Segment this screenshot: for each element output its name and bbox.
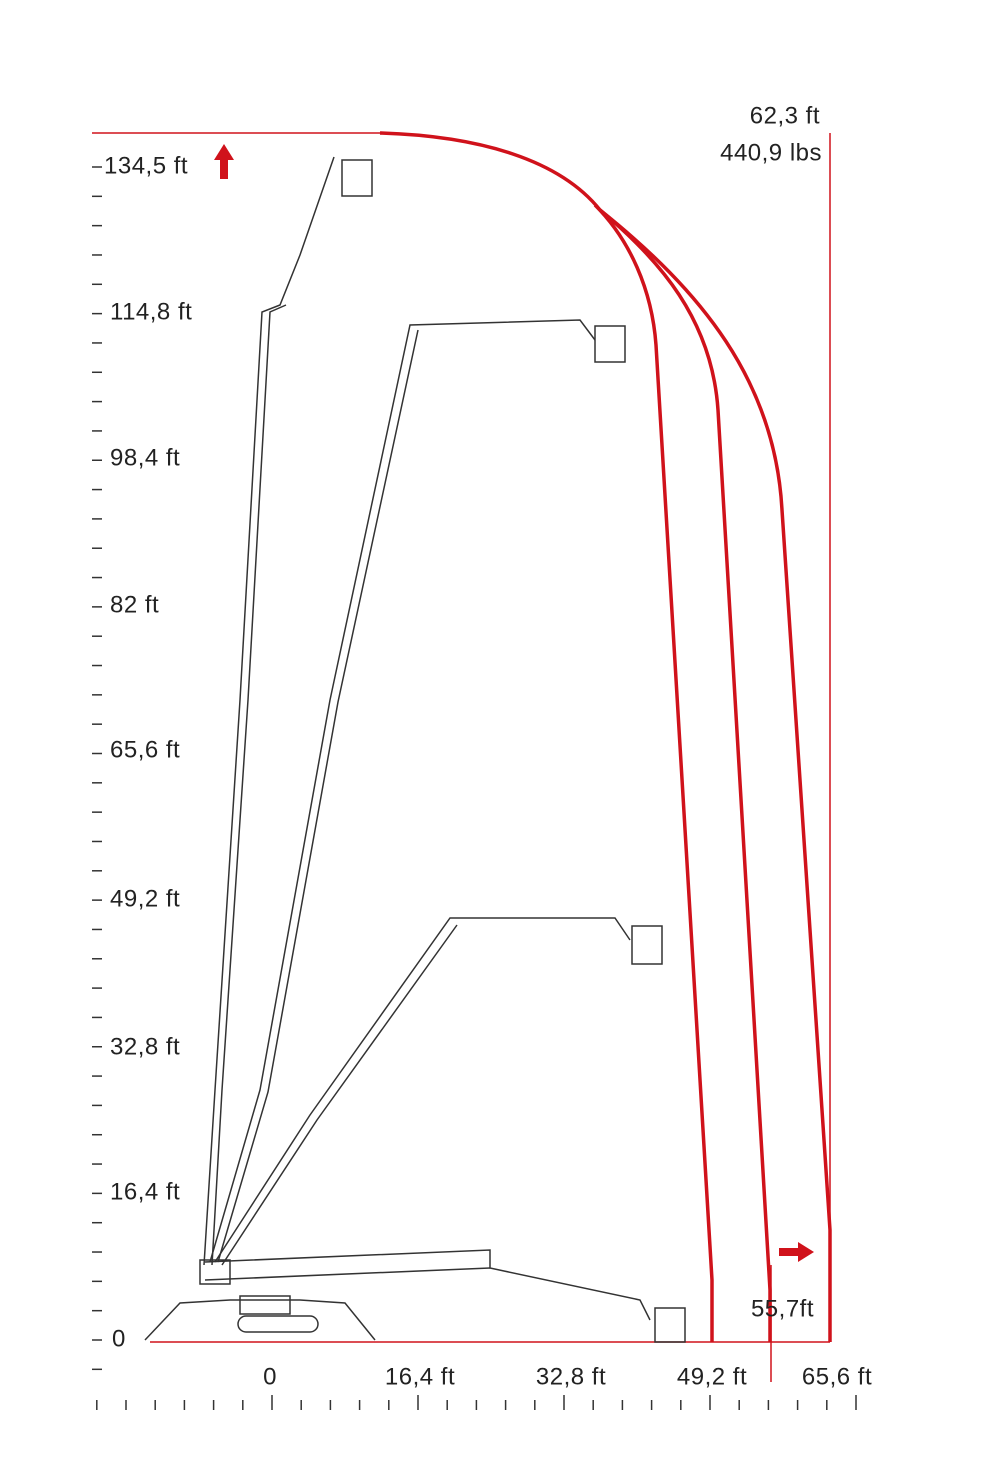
turret	[199, 1259, 231, 1285]
track	[237, 1315, 319, 1333]
boom-high	[217, 329, 419, 1263]
y-label: 49,2 ft	[110, 885, 180, 912]
basket	[341, 159, 373, 197]
x-label: 49,2 ft	[677, 1363, 747, 1390]
y-label: 0	[112, 1325, 126, 1352]
basket	[594, 325, 626, 363]
envelope-inner	[593, 203, 714, 1342]
boom-mid	[214, 917, 631, 1263]
outreach-label: 55,7ft	[751, 1295, 814, 1322]
boom-vertical	[203, 156, 335, 1266]
outriggers	[144, 1299, 376, 1341]
chassis	[239, 1295, 291, 1315]
max-reach-label: 62,3 ft	[750, 102, 820, 129]
x-label: 65,6 ft	[802, 1363, 872, 1390]
machine-sketch	[144, 156, 686, 1343]
boom-stowed	[204, 1267, 491, 1281]
boom-vertical	[211, 304, 287, 1266]
arrow-up	[214, 144, 234, 179]
y-label: 134,5 ft	[104, 152, 188, 179]
boom-mid	[221, 924, 458, 1266]
y-label: 16,4 ft	[110, 1178, 180, 1205]
basket	[631, 925, 663, 965]
boom-stowed	[204, 1249, 651, 1321]
arrow-right	[779, 1242, 814, 1262]
x-label: 16,4 ft	[385, 1363, 455, 1390]
axis-ticks	[92, 166, 857, 1410]
basket	[654, 1307, 686, 1343]
envelope-middle	[598, 208, 772, 1342]
y-label: 65,6 ft	[110, 736, 180, 763]
max-load-label: 440,9 lbs	[720, 139, 822, 166]
y-label: 32,8 ft	[110, 1033, 180, 1060]
x-label: 0	[263, 1363, 277, 1390]
y-label: 98,4 ft	[110, 444, 180, 471]
y-label: 82 ft	[110, 591, 159, 618]
x-label: 32,8 ft	[536, 1363, 606, 1390]
y-label: 114,8 ft	[110, 298, 192, 325]
boom-high	[209, 319, 596, 1263]
